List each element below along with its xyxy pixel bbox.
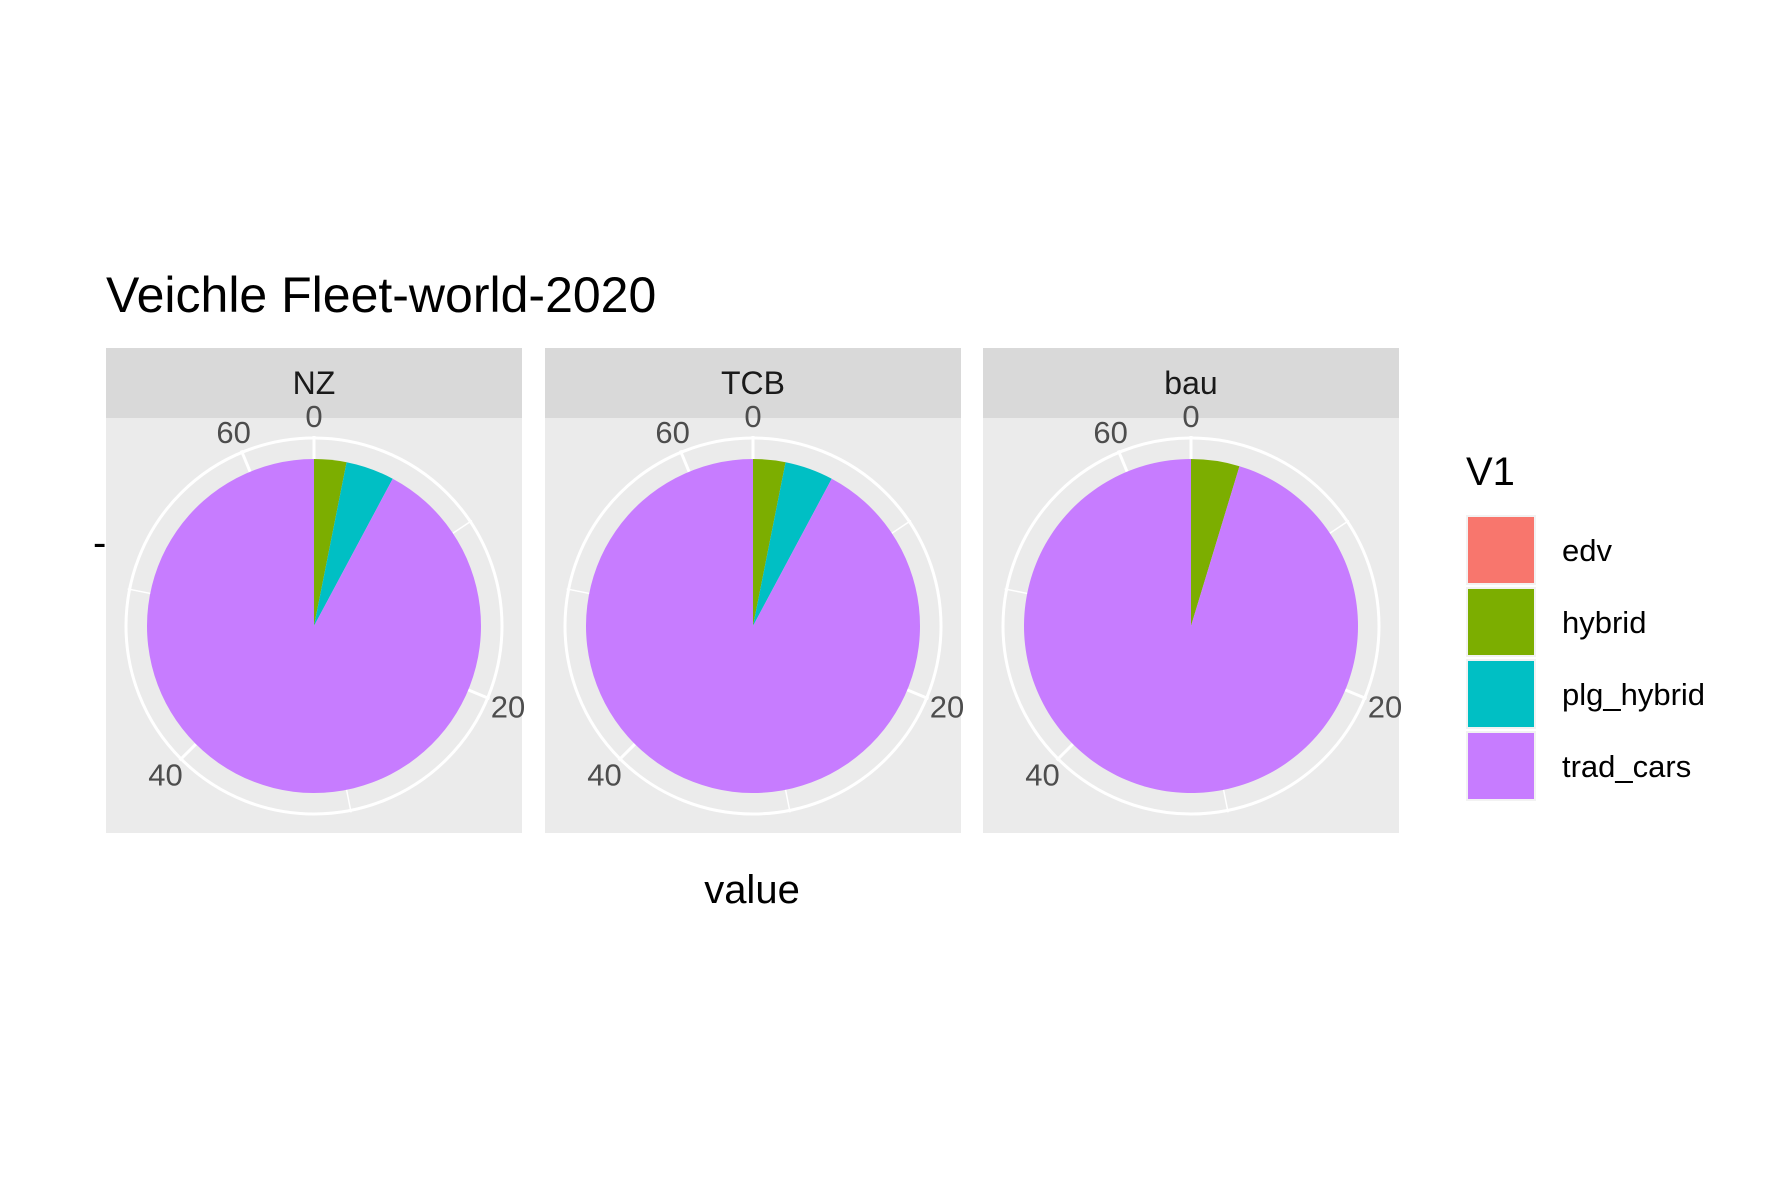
radial-gridline <box>450 519 473 535</box>
radial-gridline <box>178 741 199 762</box>
theta-tick-label: 60 <box>655 415 689 450</box>
theta-tick-label: 20 <box>930 689 964 724</box>
facet-strip <box>983 348 1399 418</box>
theta-tick-label: 20 <box>491 689 525 724</box>
facet-strip-label: TCB <box>721 365 785 401</box>
radial-gridline <box>904 687 930 701</box>
radial-gridline <box>678 449 692 475</box>
radial-gridline <box>1222 787 1229 813</box>
theta-tick-label: 0 <box>1182 399 1199 434</box>
legend-label-hybrid: hybrid <box>1562 605 1646 640</box>
theta-tick-label: 40 <box>148 757 182 792</box>
radial-gridline <box>566 588 592 595</box>
legend-label-trad_cars: trad_cars <box>1562 749 1691 784</box>
facet-panel-NZ: NZ0 20 40 60 <box>106 348 525 833</box>
legend-label-edv: edv <box>1562 533 1612 568</box>
theta-tick-label: 60 <box>216 415 250 450</box>
facet-strip <box>106 348 522 418</box>
radial-gridline <box>127 588 153 595</box>
theta-tick-label: 0 <box>744 399 761 434</box>
radial-gridline <box>345 787 352 813</box>
radial-gridline <box>239 449 253 475</box>
legend-swatch-hybrid <box>1468 589 1534 655</box>
pie-slice-trad_cars <box>1024 459 1359 793</box>
theta-tick-label: 40 <box>587 757 621 792</box>
radial-gridline <box>784 787 791 813</box>
radial-gridline <box>465 687 491 701</box>
theta-tick-label: 40 <box>1025 757 1059 792</box>
legend-swatch-plg_hybrid <box>1468 661 1534 727</box>
pie-slice-hybrid <box>1191 459 1240 626</box>
x-axis-title: value <box>704 868 800 912</box>
facet-strip <box>545 348 961 418</box>
chart-title: Veichle Fleet-world-2020 <box>106 267 656 323</box>
pie-slice-hybrid <box>753 459 786 626</box>
y-axis-title: - <box>93 521 106 565</box>
radial-gridline <box>1327 519 1350 535</box>
theta-tick-label: 60 <box>1093 415 1127 450</box>
facet-strip-label: NZ <box>293 365 336 401</box>
legend-label-plg_hybrid: plg_hybrid <box>1562 677 1705 712</box>
theta-tick-label: 0 <box>305 399 322 434</box>
pie-slice-hybrid <box>314 459 347 626</box>
radial-gridline <box>1342 687 1368 701</box>
radial-gridline <box>617 741 638 762</box>
facet-strip-label: bau <box>1164 365 1217 401</box>
pie-slice-plg_hybrid <box>314 462 393 626</box>
radial-gridline <box>889 519 912 535</box>
legend-swatch-edv <box>1468 517 1534 583</box>
legend: V1 edv hybrid plg_hybrid trad_cars <box>1466 450 1705 801</box>
legend-title: V1 <box>1466 450 1515 494</box>
theta-tick-label: 20 <box>1368 689 1402 724</box>
pie-slice-plg_hybrid <box>753 462 832 626</box>
radial-gridline <box>1116 449 1130 475</box>
radial-gridline <box>1055 741 1076 762</box>
radial-gridline <box>1004 588 1030 595</box>
pie-slice-trad_cars <box>586 459 920 794</box>
legend-swatch-trad_cars <box>1468 733 1534 799</box>
pie-slice-trad_cars <box>147 459 482 794</box>
